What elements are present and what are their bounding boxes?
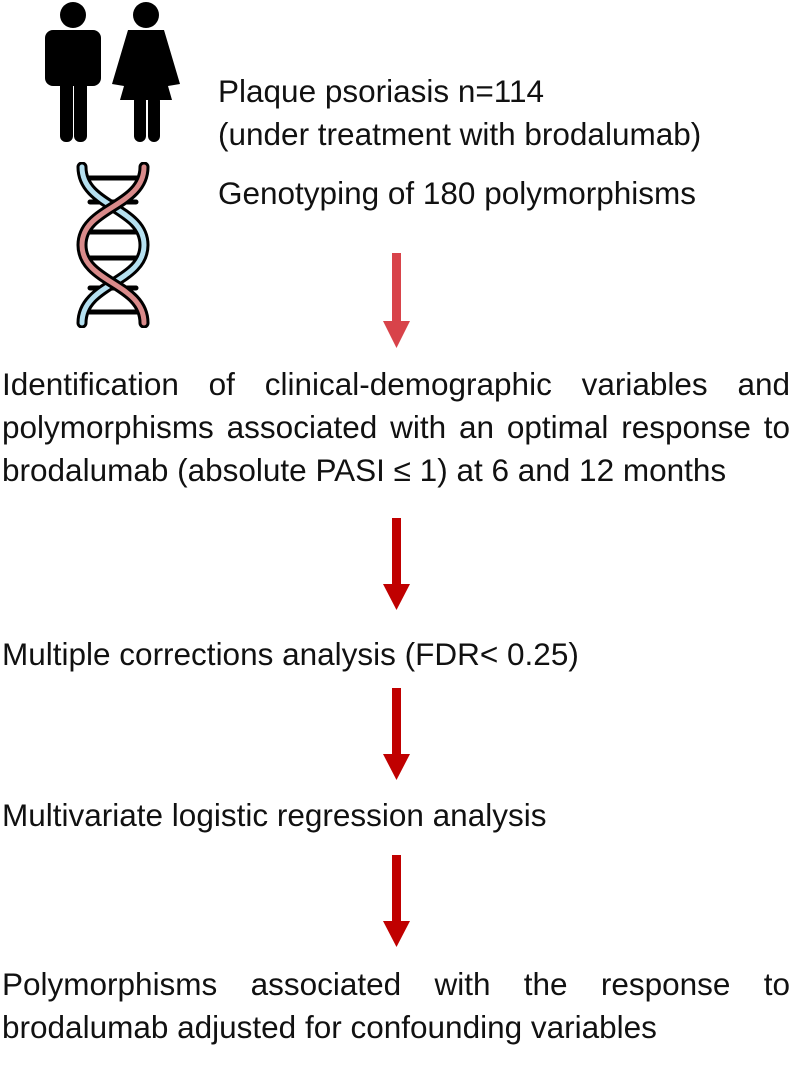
arrow-down-icon [382,518,412,610]
population-line-1: Plaque psoriasis n=114 [218,73,545,109]
genotyping-step: Genotyping of 180 polymorphisms [218,175,697,211]
arrow-down-icon [382,688,412,780]
dna-icon [72,162,154,328]
arrow-down-icon [382,855,412,947]
result-step: Polymorphisms associated with the respon… [2,966,790,1045]
arrow-down-icon [382,253,412,348]
identification-step: Identification of clinical-demographic v… [2,366,790,488]
people-icon [40,0,185,145]
population-line-2: (under treatment with brodalumab) [218,116,702,152]
regression-step: Multivariate logistic regression analysi… [2,797,547,833]
corrections-step: Multiple corrections analysis (FDR< 0.25… [2,636,579,672]
